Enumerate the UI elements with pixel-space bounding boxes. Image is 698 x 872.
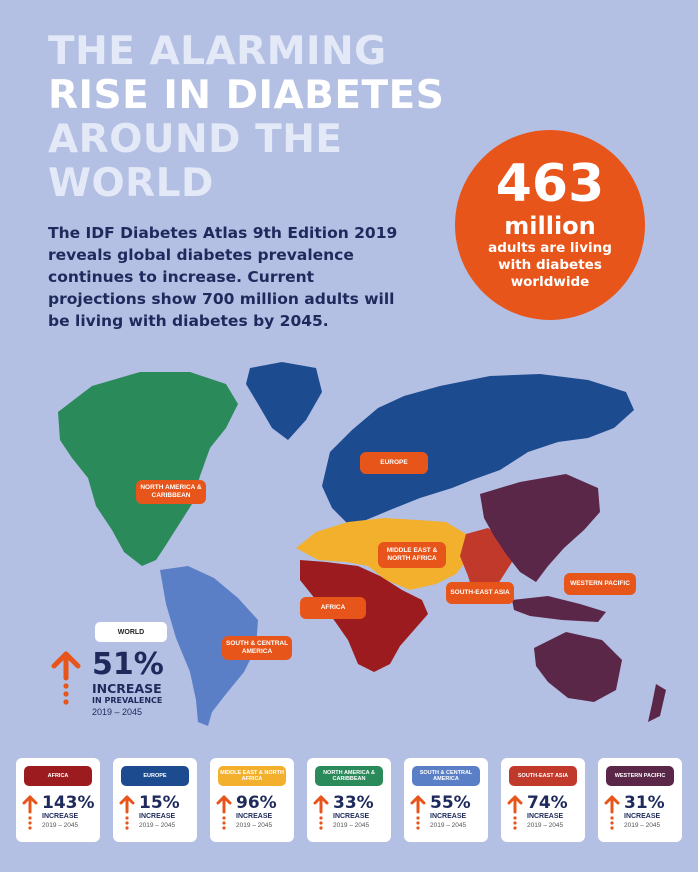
australia-region [534,632,622,702]
up-arrow-icon [507,795,523,830]
region-percent: 15% [139,793,180,813]
region-card-south-central-america: SOUTH & CENTRAL AMERICA 55% INCREASE 201… [404,758,488,842]
up-arrow-icon [410,795,426,830]
region-card-south-east-asia: SOUTH-EAST ASIA 74% INCREASE 2019 – 2045 [501,758,585,842]
region-card-africa: AFRICA 143% INCREASE 2019 – 2045 [16,758,100,842]
region-label: AFRICA [24,766,92,786]
up-arrow-icon [313,795,329,830]
region-years: 2019 – 2045 [430,822,467,829]
title-line-3: AROUND THE [48,117,343,162]
map-label-middle-east: MIDDLE EAST & NORTH AFRICA [378,542,446,568]
region-years: 2019 – 2045 [139,822,176,829]
world-label: WORLD [95,622,167,642]
region-percent: 143% [42,793,95,813]
region-increase: INCREASE [236,813,273,820]
world-percent: 51% [92,647,164,682]
stat-number: 463 [495,154,605,214]
map-label-africa: AFRICA [300,597,366,619]
western-pacific-region [480,474,600,582]
title-line-2: RISE IN DIABETES [48,73,445,118]
region-percent: 31% [624,793,665,813]
region-years: 2019 – 2045 [333,822,370,829]
map-label-south-east-asia: SOUTH-EAST ASIA [446,582,514,604]
north-america-region [58,372,238,566]
page-title: THE ALARMING RISE IN DIABETES AROUND THE… [48,30,444,206]
world-years: 2019 – 2045 [92,707,143,717]
stat-description: adults are living with diabetes worldwid… [488,240,612,290]
region-increase: INCREASE [527,813,564,820]
region-card-middle-east: MIDDLE EAST & NORTH AFRICA 96% INCREASE … [210,758,294,842]
region-increase: INCREASE [139,813,176,820]
region-increase: INCREASE [430,813,467,820]
region-card-north-america: NORTH AMERICA & CARIBBEAN 33% INCREASE 2… [307,758,391,842]
map-label-south-central-america: SOUTH & CENTRAL AMERICA [222,636,292,660]
world-increase: INCREASE [92,681,162,696]
world-map [58,362,666,726]
region-percent: 55% [430,793,471,813]
headline-stat-circle: 463 million adults are living with diabe… [455,130,645,320]
region-years: 2019 – 2045 [527,822,564,829]
north-america-islands [188,378,220,408]
region-cards: AFRICA 143% INCREASE 2019 – 2045 EUROPE … [16,758,684,842]
region-percent: 74% [527,793,568,813]
region-label: SOUTH & CENTRAL AMERICA [412,766,480,786]
indonesia-region [512,596,606,622]
up-arrow-icon [216,795,232,830]
up-arrow-icon [604,795,620,830]
region-label: NORTH AMERICA & CARIBBEAN [315,766,383,786]
region-increase: INCREASE [42,813,79,820]
region-years: 2019 – 2045 [236,822,273,829]
region-card-western-pacific: WESTERN PACIFIC 31% INCREASE 2019 – 2045 [598,758,682,842]
region-label: EUROPE [121,766,189,786]
map-label-western-pacific: WESTERN PACIFIC [564,573,636,595]
up-arrow-icon [119,795,135,830]
world-prevalence: IN PREVALENCE [92,696,163,705]
title-line-4: WORLD [48,161,214,206]
europe-region [322,374,634,524]
stat-unit: million [504,212,596,240]
region-percent: 33% [333,793,374,813]
region-card-europe: EUROPE 15% INCREASE 2019 – 2045 [113,758,197,842]
region-label: SOUTH-EAST ASIA [509,766,577,786]
map-label-europe: EUROPE [360,452,428,474]
up-arrow-icon [22,795,38,830]
region-label: MIDDLE EAST & NORTH AFRICA [218,766,286,786]
south-america-region [160,566,258,726]
intro-text: The IDF Diabetes Atlas 9th Edition 2019 … [48,224,398,330]
up-arrow-icon [51,651,81,705]
map-label-north-america: NORTH AMERICA & CARIBBEAN [136,480,206,504]
region-percent: 96% [236,793,277,813]
new-zealand-region [648,684,666,722]
title-line-1: THE ALARMING [48,29,387,74]
greenland-region [246,362,322,440]
region-label: WESTERN PACIFIC [606,766,674,786]
region-increase: INCREASE [624,813,661,820]
region-increase: INCREASE [333,813,370,820]
region-years: 2019 – 2045 [624,822,661,829]
region-years: 2019 – 2045 [42,822,79,829]
